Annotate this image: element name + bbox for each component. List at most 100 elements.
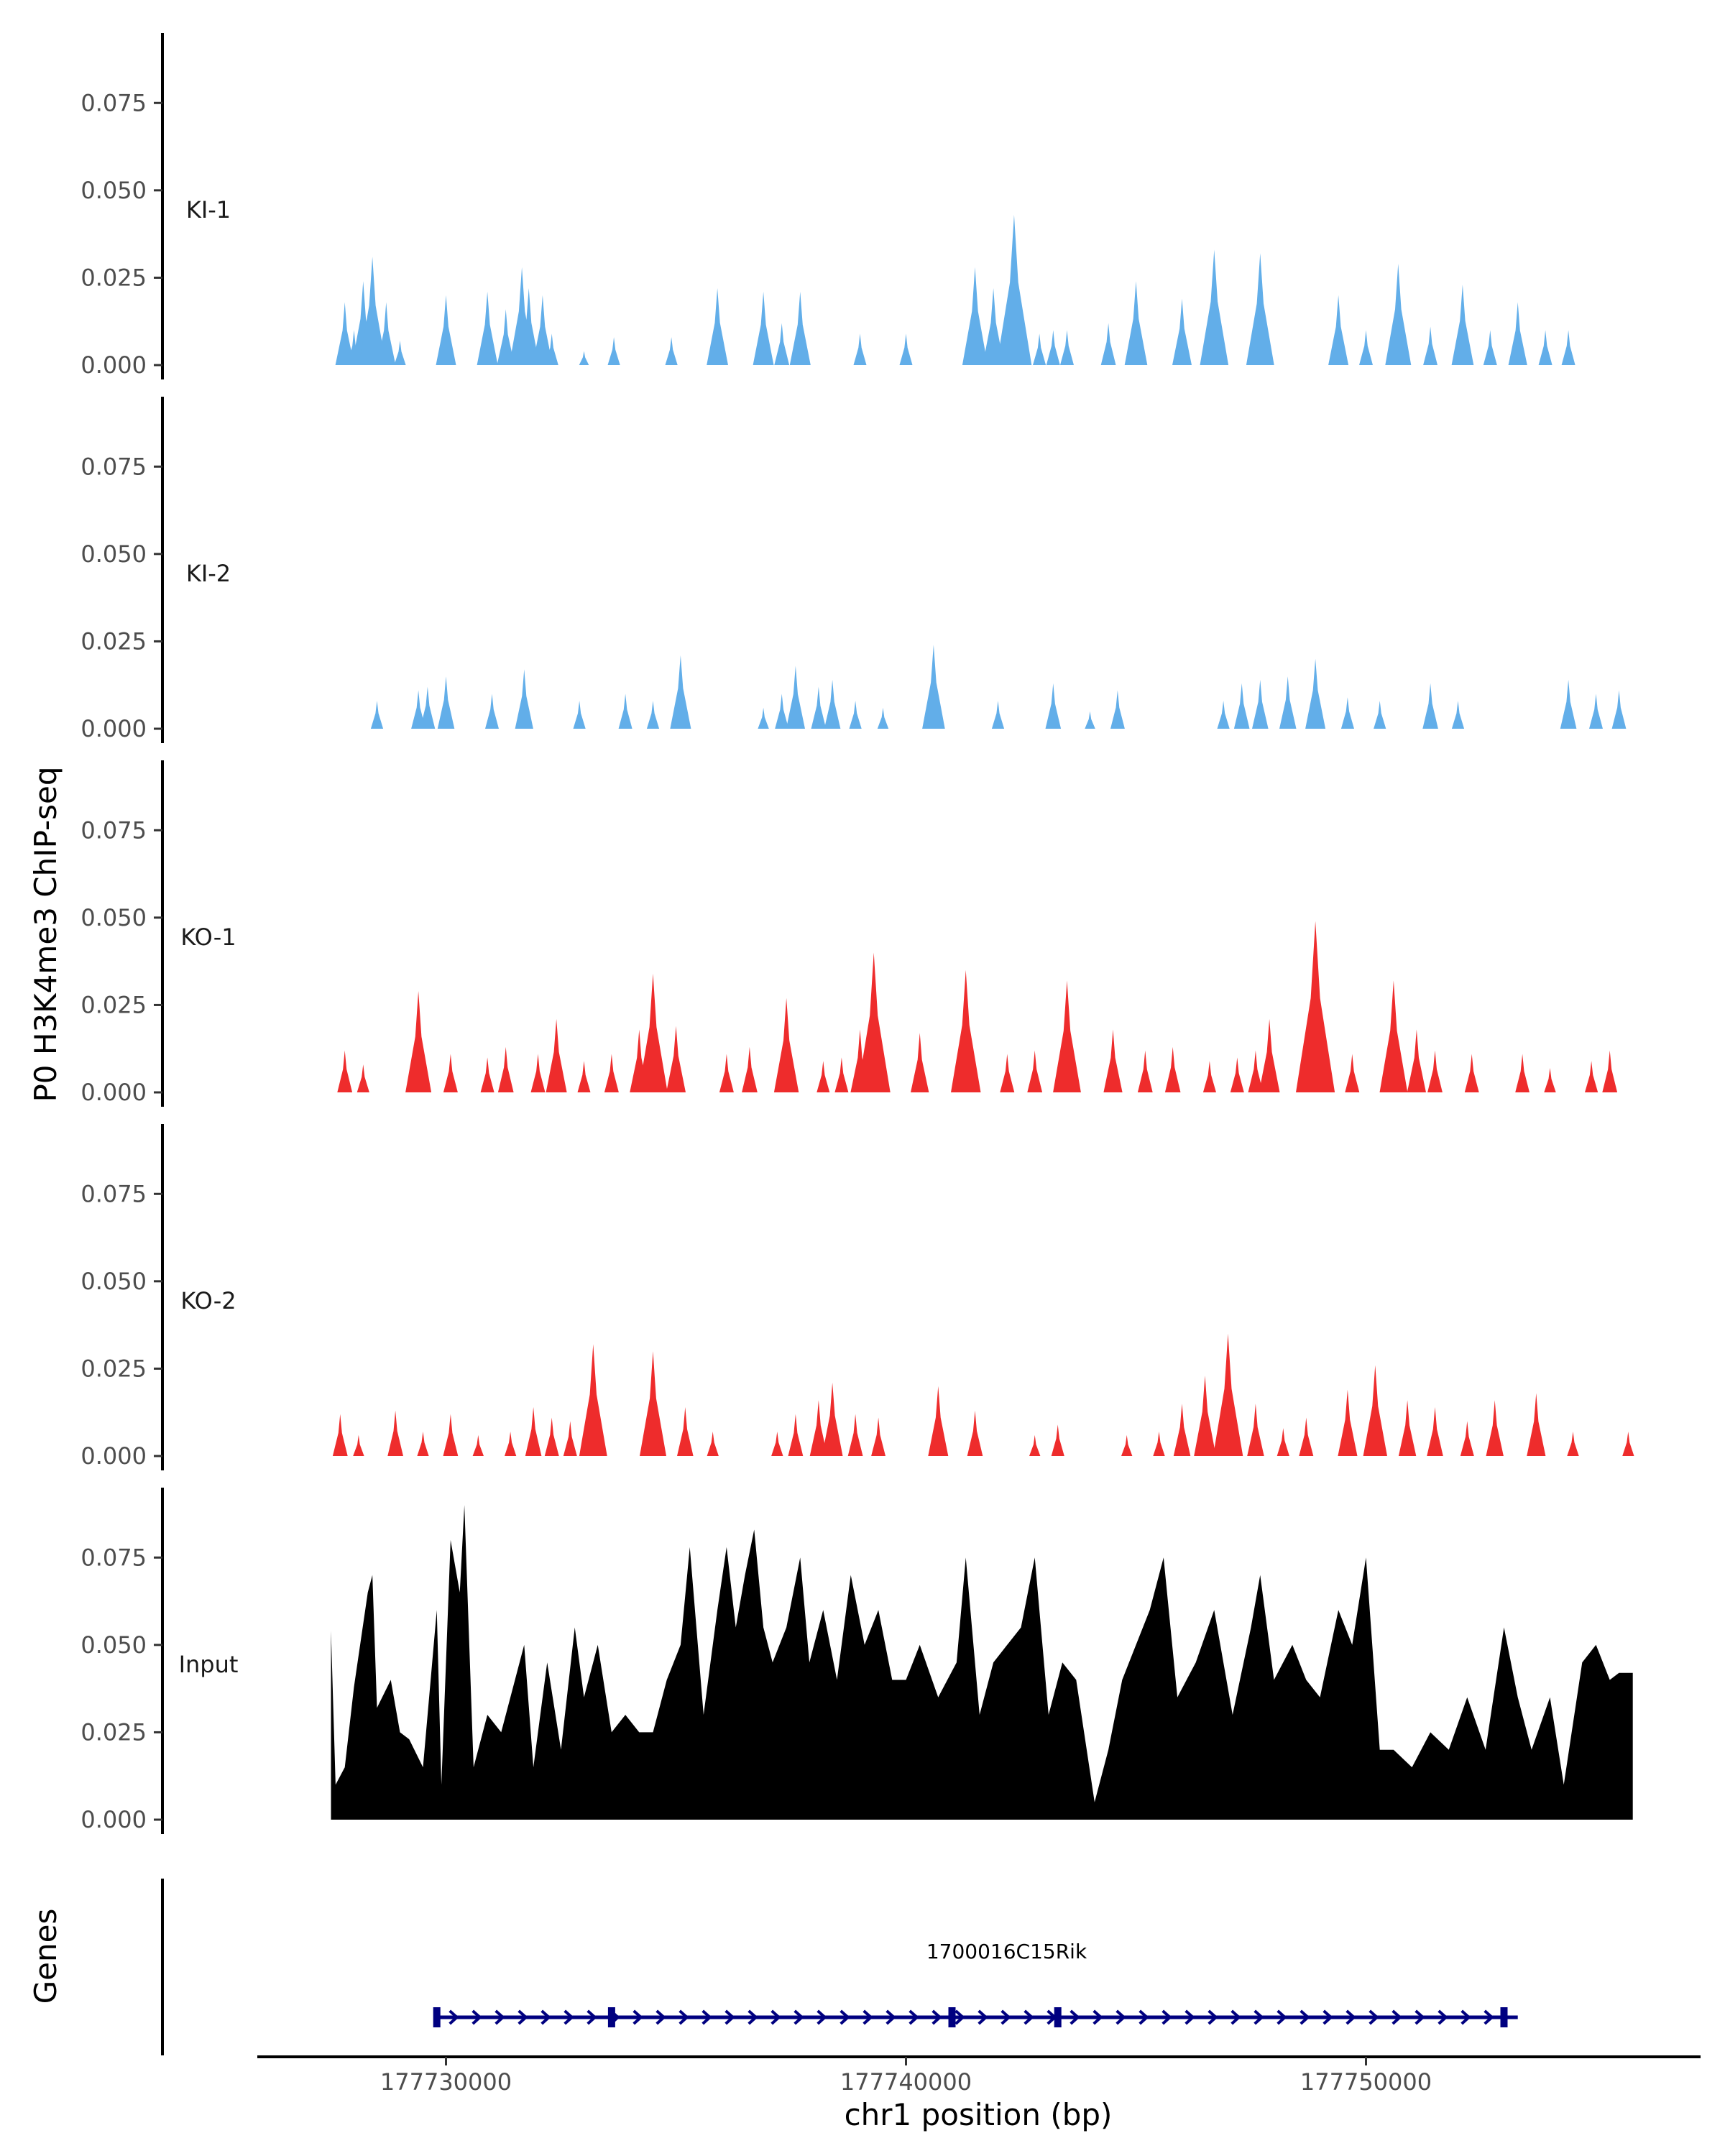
strand-arrow xyxy=(586,2009,597,2025)
signal-peak xyxy=(573,701,586,729)
signal-peak xyxy=(387,1410,403,1456)
signal-peak xyxy=(983,288,1004,365)
signal-peak xyxy=(638,973,668,1092)
signal-peak xyxy=(1202,1061,1216,1092)
signal-peak xyxy=(922,645,945,729)
y-tick-label: 0.075 xyxy=(80,453,147,480)
signal-peak xyxy=(1217,701,1230,729)
signal-peak xyxy=(1427,1406,1443,1456)
signal-peak xyxy=(1103,1029,1123,1092)
signal-peak xyxy=(1451,701,1465,729)
signal-peak xyxy=(394,341,406,365)
y-tick-label: 0.000 xyxy=(80,351,147,379)
signal-peak xyxy=(811,686,827,729)
signal-peak xyxy=(1398,1400,1417,1456)
signal-peak xyxy=(532,295,553,365)
strand-arrow xyxy=(954,2009,965,2025)
strand-arrow xyxy=(702,2009,712,2025)
signal-peak xyxy=(816,1061,830,1092)
strand-arrow xyxy=(1000,2009,1011,2025)
signal-peak xyxy=(962,267,988,365)
signal-peak xyxy=(788,1414,804,1456)
signal-peak xyxy=(1560,679,1577,729)
y-tick-label: 0.025 xyxy=(80,991,147,1018)
signal-peak xyxy=(707,288,728,365)
signal-peak xyxy=(666,1026,686,1092)
strand-arrow xyxy=(794,2009,804,2025)
signal-peak xyxy=(1622,1432,1634,1456)
signal-peak xyxy=(847,1414,863,1456)
strand-arrow xyxy=(816,2009,827,2025)
strand-arrow xyxy=(978,2009,988,2025)
signal-peak xyxy=(1046,330,1060,365)
track-ko-1: 0.000 0.025 0.050 0.075 KO-1 xyxy=(80,760,1618,1107)
strand-arrow xyxy=(1346,2009,1356,2025)
signal-peak xyxy=(1230,1057,1244,1092)
signal-peak xyxy=(1027,1050,1043,1092)
signal-peak xyxy=(618,694,632,729)
signal-peak xyxy=(525,1406,542,1456)
signal-peak xyxy=(420,686,436,729)
strand-arrow xyxy=(1414,2009,1425,2025)
signal-peak xyxy=(1515,1054,1530,1092)
signal-peak xyxy=(1276,1428,1289,1456)
signal-peak xyxy=(1296,921,1335,1092)
strand-arrow xyxy=(1368,2009,1379,2025)
signal-peak xyxy=(786,665,805,729)
signal-peak xyxy=(707,1432,719,1456)
signal-peak xyxy=(1252,679,1269,729)
signal-peak xyxy=(809,1400,828,1456)
signal-peak xyxy=(1460,1421,1474,1456)
strand-arrow xyxy=(770,2009,781,2025)
signal-peak xyxy=(472,1434,484,1456)
signal-peak xyxy=(719,1054,734,1092)
signal-peak xyxy=(753,291,774,365)
strand-arrow xyxy=(656,2009,666,2025)
track-label: KO-2 xyxy=(180,1287,236,1314)
signal-peak xyxy=(1385,264,1412,365)
signal-peak xyxy=(1451,285,1474,365)
signal-peak xyxy=(1164,1046,1181,1092)
signal-peak xyxy=(1060,330,1074,365)
signal-peak xyxy=(857,952,891,1092)
strand-arrow xyxy=(1254,2009,1264,2025)
signal-peak xyxy=(1305,658,1326,729)
signal-tracks: 0.0000.0250.0500.075KI-10.0000.0250.0500… xyxy=(80,33,1634,1834)
signal-peak xyxy=(370,701,384,729)
signal-peak xyxy=(1544,1068,1556,1092)
strand-arrow xyxy=(1322,2009,1333,2025)
signal-peak xyxy=(497,1046,514,1092)
y-tick-label: 0.075 xyxy=(80,89,147,116)
signal-peak xyxy=(1137,1050,1153,1092)
signal-peak xyxy=(443,1054,458,1092)
signal-peak xyxy=(775,694,789,729)
strand-arrow xyxy=(1484,2009,1494,2025)
signal-peak xyxy=(417,1432,429,1456)
signal-peak xyxy=(1053,980,1081,1092)
strand-arrow xyxy=(1162,2009,1172,2025)
signal-peak xyxy=(665,337,678,365)
signal-peak xyxy=(1407,1029,1426,1092)
signal-peak xyxy=(1527,1393,1546,1456)
strand-arrow xyxy=(564,2009,574,2025)
signal-peak xyxy=(337,1050,353,1092)
signal-peak xyxy=(1033,333,1046,365)
signal-peak xyxy=(1338,1389,1358,1456)
signal-peak xyxy=(405,991,432,1092)
exon-mark xyxy=(1054,2007,1062,2027)
signal-peak xyxy=(607,337,620,365)
signal-peak xyxy=(849,701,862,729)
signal-peak xyxy=(899,333,913,365)
strand-arrow xyxy=(1138,2009,1149,2025)
strand-arrow xyxy=(908,2009,919,2025)
signal-peak xyxy=(1508,302,1527,365)
y-tick-label: 0.050 xyxy=(80,540,147,568)
signal-peak xyxy=(742,1046,758,1092)
exon-mark xyxy=(607,2007,615,2027)
signal-peak xyxy=(1045,683,1062,729)
strand-arrow xyxy=(1276,2009,1287,2025)
signal-peak xyxy=(1423,326,1438,365)
signal-peak xyxy=(544,1417,559,1456)
strand-arrow xyxy=(1230,2009,1241,2025)
strand-arrow xyxy=(472,2009,482,2025)
